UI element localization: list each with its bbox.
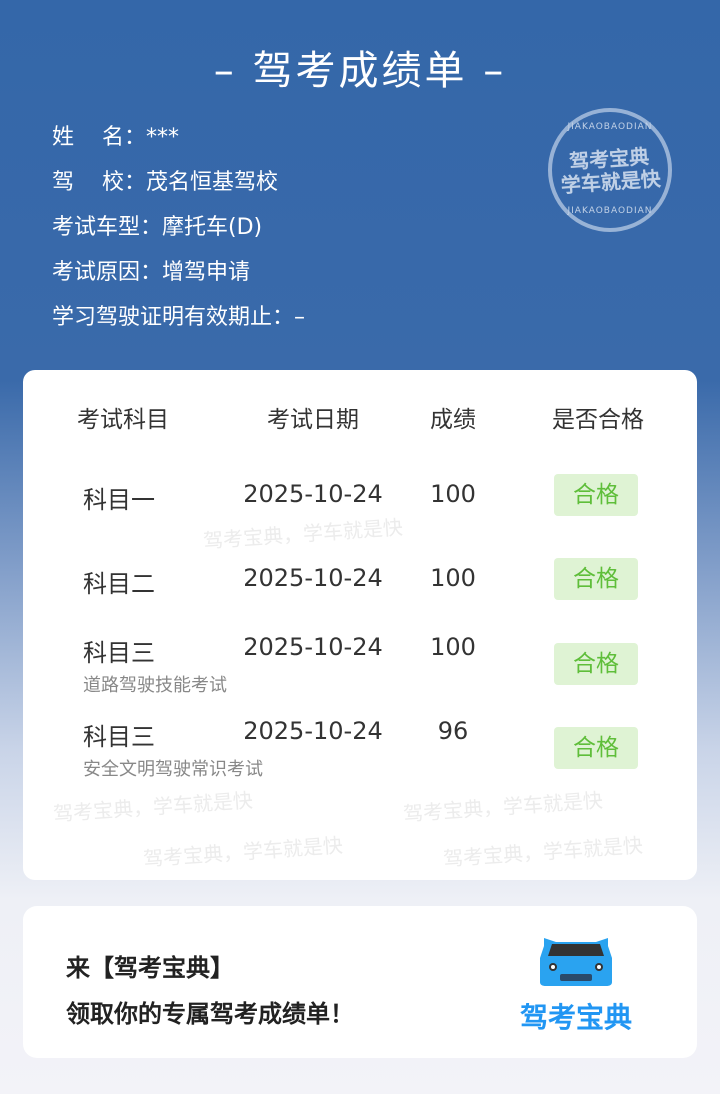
- header-pass: 是否合格: [552, 407, 644, 433]
- subject: 科目二: [83, 570, 155, 598]
- subject: 科目一: [83, 486, 155, 514]
- score-table-card: 驾考宝典，学车就是快 驾考宝典，学车就是快 驾考宝典，学车就是快 驾考宝典，学车…: [23, 370, 697, 880]
- watermark: 驾考宝典，学车就是快: [52, 788, 254, 826]
- header-date: 考试日期: [267, 407, 359, 433]
- school-field: 驾 校：茂名恒基驾校: [52, 170, 278, 195]
- brand-stamp-logo: JIAKAOBAODIAN 驾考宝典 学车就是快 JIAKAOBAODIAN: [548, 108, 672, 232]
- subject: 科目三: [83, 723, 155, 751]
- date: 2025-10-24: [243, 633, 383, 661]
- pass-badge: 合格: [554, 727, 638, 769]
- watermark: 驾考宝典，学车就是快: [142, 833, 344, 871]
- promo-line2: 领取你的专属驾考成绩单！: [66, 1000, 354, 1028]
- pass-badge: 合格: [554, 643, 638, 685]
- car-icon: [540, 938, 612, 986]
- promo-line1: 来【驾考宝典】: [66, 954, 234, 982]
- subject-description: 安全文明驾驶常识考试: [83, 759, 263, 780]
- subject-description: 道路驾驶技能考试: [83, 675, 227, 696]
- promo-card[interactable]: 来【驾考宝典】 领取你的专属驾考成绩单！ 驾考宝典: [23, 906, 697, 1058]
- score: 100: [430, 633, 476, 661]
- pass-badge: 合格: [554, 474, 638, 516]
- exam-reason-field: 考试原因：增驾申请: [52, 260, 251, 285]
- watermark: 驾考宝典，学车就是快: [442, 833, 644, 871]
- logo-wordmark: 驾考宝典: [519, 1001, 632, 1034]
- name-field: 姓 名：***: [52, 125, 179, 150]
- subject: 科目三: [83, 639, 155, 667]
- score: 96: [437, 717, 469, 745]
- candidate-info: 姓 名：*** 驾 校：茂名恒基驾校 考试车型：摩托车(D) 考试原因：增驾申请…: [52, 120, 305, 345]
- stamp-bottom-text: JIAKAOBAODIAN: [567, 206, 653, 216]
- date: 2025-10-24: [243, 480, 383, 508]
- date: 2025-10-24: [243, 717, 383, 745]
- vehicle-type-field: 考试车型：摩托车(D): [52, 215, 263, 240]
- validity-field: 学习驾驶证明有效期止：–: [52, 305, 306, 330]
- watermark: 驾考宝典，学车就是快: [202, 515, 404, 553]
- score: 100: [430, 480, 476, 508]
- date: 2025-10-24: [243, 564, 383, 592]
- watermark: 驾考宝典，学车就是快: [402, 788, 604, 826]
- pass-badge: 合格: [554, 558, 638, 600]
- page-title: – 驾考成绩单 –: [213, 48, 507, 94]
- stamp-top-text: JIAKAOBAODIAN: [567, 122, 653, 132]
- score: 100: [430, 564, 476, 592]
- app-logo: 驾考宝典: [511, 934, 641, 1036]
- header-subject: 考试科目: [77, 407, 169, 433]
- header-score: 成绩: [430, 407, 476, 433]
